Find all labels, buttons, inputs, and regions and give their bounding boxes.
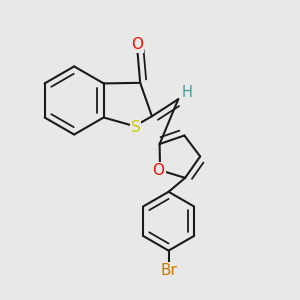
Text: O: O [152,163,164,178]
Text: Br: Br [160,262,177,278]
Text: O: O [131,37,143,52]
Text: H: H [182,85,192,100]
Text: S: S [131,120,140,135]
